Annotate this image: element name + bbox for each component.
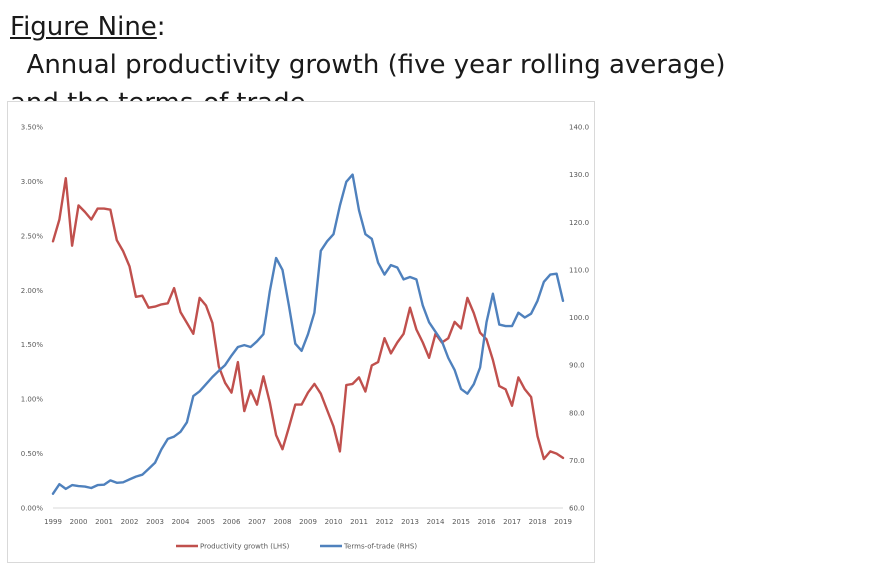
x-tick-label: 2015 [452,518,470,526]
legend-label-productivity: Productivity growth (LHS) [200,543,290,551]
x-tick-label: 2007 [248,518,266,526]
legend-label-terms-of-trade: Terms-of-trade (RHS) [343,543,417,551]
y-left-tick-label: 2.00% [21,287,44,295]
y-right-tick-label: 140.0 [569,124,589,132]
y-right-tick-label: 120.0 [569,219,589,227]
x-tick-label: 2008 [274,518,292,526]
x-tick-label: 2002 [121,518,139,526]
title-separator: : [156,12,166,42]
line-chart: 0.00% 0.50% 1.00% 1.50% 2.00% 2.50% 3.00% 3.50%… [21,124,589,551]
x-tick-label: 2006 [223,518,241,526]
y-right-tick-label: 130.0 [569,171,589,179]
x-tick-label: 2000 [70,518,88,526]
x-tick-label: 2004 [172,518,190,526]
terms-of-trade-line [51,173,565,495]
title-text: Annual productivity growth (five year ro… [10,50,726,80]
x-tick-label: 2014 [427,518,445,526]
y-left-tick-label: 1.50% [21,341,44,349]
x-tick-label: 2003 [146,518,164,526]
x-tick-label: 2010 [325,518,343,526]
y-left-tick-label: 2.50% [21,232,44,240]
y-left-tick-label: 0.00% [21,505,44,513]
x-tick-label: 2009 [299,518,317,526]
y-left-tick-label: 3.50% [21,124,44,132]
y-right-tick-label: 90.0 [569,362,585,370]
x-tick-label: 2017 [503,518,521,526]
x-tick-label: 2012 [376,518,394,526]
x-tick-label: 2001 [95,518,113,526]
y-right-tick-label: 70.0 [569,457,585,465]
y-left-tick-label: 1.00% [21,396,44,404]
title-line-1: Figure Nine: Annual productivity growth … [10,8,880,84]
chart-frame: 0.00% 0.50% 1.00% 1.50% 2.00% 2.50% 3.00% 3.50%… [7,101,595,563]
y-right-tick-label: 60.0 [569,505,585,513]
y-right-tick-label: 100.0 [569,314,589,322]
x-tick-label: 2013 [401,518,419,526]
x-tick-label: 1999 [44,518,62,526]
x-tick-label: 2016 [478,518,496,526]
x-tick-label: 2011 [350,518,368,526]
productivity-growth-line [51,176,565,461]
x-tick-label: 2005 [197,518,215,526]
x-tick-label: 2018 [529,518,547,526]
y-left-tick-label: 3.00% [21,178,44,186]
figure-number: Figure Nine [10,12,157,42]
x-tick-label: 2019 [554,518,572,526]
y-right-tick-label: 80.0 [569,409,585,417]
y-left-tick-label: 0.50% [21,450,44,458]
y-right-tick-label: 110.0 [569,266,589,274]
